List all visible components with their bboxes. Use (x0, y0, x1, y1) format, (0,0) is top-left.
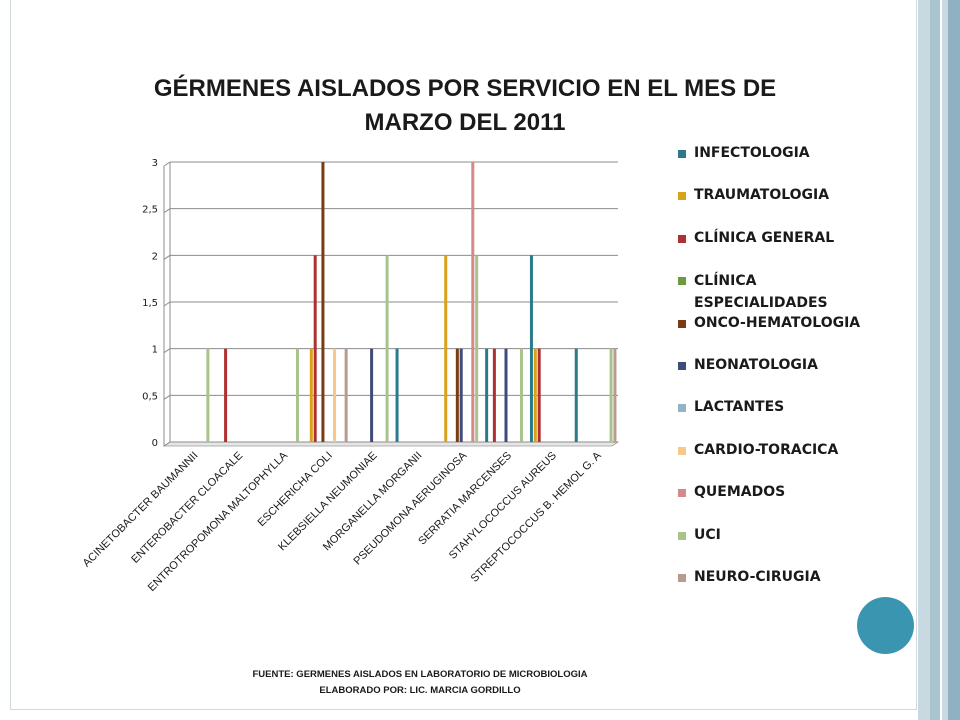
bar (613, 348, 617, 442)
footnote: FUENTE: GERMENES AISLADOS EN LABORATORIO… (200, 667, 640, 699)
decorative-stripe (942, 0, 948, 720)
legend-label: QUEMADOS (694, 484, 786, 501)
legend-label: LACTANTES (694, 399, 785, 416)
chart-title-line-1: GÉRMENES AISLADOS POR SERVICIO EN EL MES… (153, 75, 777, 102)
legend-swatch (678, 234, 686, 243)
legend-label: INFECTOLOGIA (694, 145, 810, 161)
legend-label: NEURO-CIRUGIA (694, 569, 821, 585)
y-tick-label: 2 (152, 251, 158, 262)
y-tick-label: 3 (152, 158, 158, 169)
legend-swatch (678, 319, 686, 328)
bar (309, 348, 313, 442)
x-tick-label: ESCHERICHA COLI (256, 450, 335, 529)
decorative-stripe (930, 0, 940, 720)
legend-swatch (678, 277, 686, 286)
gridline-depth (163, 394, 171, 400)
legend-label: NEONATOLOGIA (694, 357, 818, 373)
bar (333, 348, 337, 442)
bar (485, 348, 489, 442)
bar (533, 348, 537, 442)
bar (504, 348, 508, 442)
bar (574, 348, 578, 442)
y-tick-label: 0 (152, 438, 158, 449)
bar (295, 348, 299, 442)
y-tick-label: 2,5 (142, 205, 158, 216)
x-tick-label: SERRATIA MARCENSES (416, 450, 514, 548)
bar (455, 348, 459, 442)
legend-swatch (678, 404, 686, 413)
legend-label: CARDIO-TORACICA (694, 441, 839, 458)
legend-label: UCI (694, 526, 721, 543)
gridline-depth (163, 441, 171, 447)
legend-label: ONCO-HEMATOLOGIA (694, 314, 861, 331)
bar (344, 348, 348, 442)
legend-label: CLÍNICA GENERAL (694, 229, 835, 246)
bar (471, 162, 475, 442)
bar (321, 162, 325, 442)
slide-frame (10, 0, 917, 710)
footnote-author: ELABORADO POR: LIC. MARCIA GORDILLO (319, 685, 521, 696)
gridline-depth (163, 208, 171, 214)
legend-swatch (678, 150, 686, 158)
legend-swatch (678, 531, 686, 540)
y-tick-label: 0,5 (142, 391, 158, 402)
bar (444, 255, 448, 442)
legend-label: CLÍNICA ESPECIALIDADES (694, 273, 828, 312)
bar (537, 348, 541, 442)
decorative-circle (857, 597, 914, 654)
chart-title-line-2: MARZO DEL 2011 (364, 109, 566, 136)
bar (224, 348, 228, 442)
decorative-stripe (918, 0, 930, 720)
decorative-stripe (948, 0, 960, 720)
gridline-depth (163, 301, 171, 307)
footnote-source: FUENTE: GERMENES AISLADOS EN LABORATORIO… (252, 669, 588, 680)
bar (529, 255, 533, 442)
bar (313, 255, 317, 442)
gridline-depth (163, 254, 171, 260)
bar (385, 255, 389, 442)
bar (492, 348, 496, 442)
bar (370, 348, 374, 442)
legend-label: TRAUMATOLOGIA (694, 187, 830, 204)
chart-title: GÉRMENES AISLADOS POR SERVICIO EN EL MES… (120, 72, 810, 140)
y-tick-label: 1 (152, 345, 158, 356)
gridline-depth (163, 161, 171, 167)
legend-swatch (678, 446, 686, 455)
bar (609, 348, 613, 442)
bar (395, 348, 399, 442)
legend-swatch (678, 489, 686, 498)
legend-swatch (678, 574, 686, 582)
bar (206, 348, 210, 442)
bar (459, 348, 463, 442)
y-tick-label: 1,5 (142, 298, 158, 309)
legend-swatch (678, 362, 686, 370)
chart-floor (162, 441, 620, 447)
bar (519, 348, 523, 442)
legend-swatch (678, 192, 686, 201)
gridline-depth (163, 348, 171, 354)
bar (475, 255, 479, 442)
